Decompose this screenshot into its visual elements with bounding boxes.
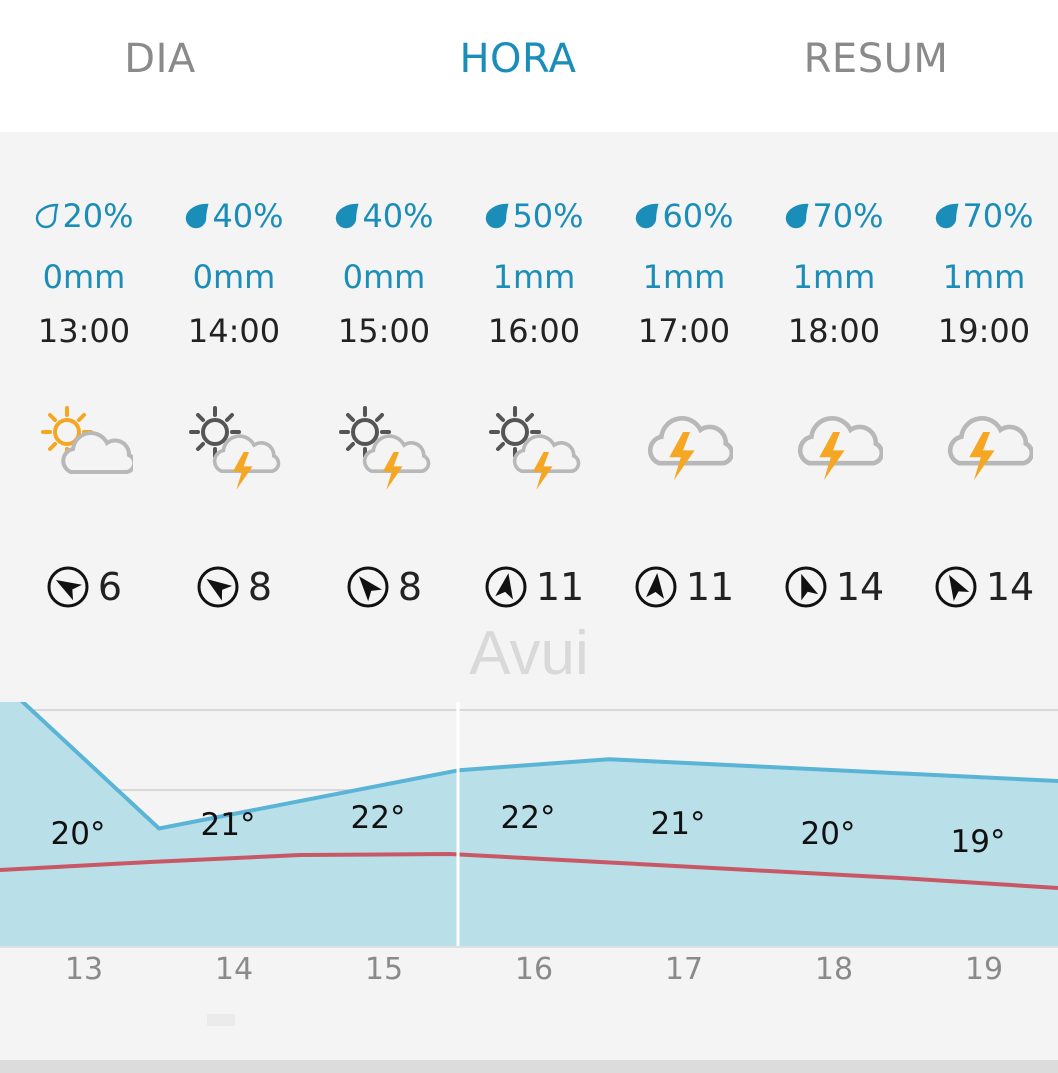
raindrop-icon [336, 203, 359, 229]
rain-probability: 70% [759, 194, 909, 238]
wind-speed: 8 [247, 565, 273, 609]
wind-speed: 11 [535, 565, 585, 609]
wind-direction-icon [935, 566, 977, 608]
hour-label: 18:00 [787, 312, 881, 350]
x-tick-label: 15 [364, 952, 404, 987]
rain-probability: 20% [9, 194, 159, 238]
tab-dia[interactable]: DIA [124, 36, 196, 82]
temperature-label: 19° [951, 824, 1006, 860]
temperature-line [19, 702, 1058, 831]
raindrop-icon [186, 203, 209, 229]
rain-probability: 70% [909, 194, 1058, 238]
wind-direction-icon [197, 566, 239, 608]
rain-probability-value: 60% [662, 197, 734, 235]
rain-amount: 1mm [942, 258, 1026, 296]
wind: 11 [459, 562, 609, 612]
rain-probability-value: 70% [812, 197, 884, 235]
tab-resum[interactable]: RESUM [803, 36, 949, 82]
hour-label: 15:00 [337, 312, 431, 350]
cloud-thunder-icon [947, 416, 1033, 481]
temperature-label: 20° [801, 816, 856, 852]
hour-label: 17:00 [637, 312, 731, 350]
wind-speed: 8 [397, 565, 423, 609]
rain-probability-value: 50% [512, 197, 584, 235]
rain-probability: 60% [609, 194, 759, 238]
rain-amount: 1mm [642, 258, 726, 296]
wind-direction-icon [347, 566, 389, 608]
wind-speed: 14 [835, 565, 885, 609]
scroll-indicator [207, 1014, 235, 1026]
rain-amount: 0mm [42, 258, 126, 296]
wind: 8 [159, 562, 309, 612]
wind: 14 [759, 562, 909, 612]
cloud-thunder-icon [797, 416, 883, 481]
wind: 6 [9, 562, 159, 612]
temperature-label: 20° [51, 816, 106, 852]
tab-bar: DIA HORA RESUM [0, 0, 1058, 132]
x-tick-label: 13 [64, 952, 104, 987]
tab-hora[interactable]: HORA [459, 36, 577, 82]
x-tick-label: 17 [664, 952, 704, 987]
temperature-chart: 20° 21° 22° 22° 21° 20° 19° [0, 702, 1058, 948]
rain-probability: 40% [309, 194, 459, 238]
raindrop-icon [636, 203, 659, 229]
cloud-thunder-icon [647, 416, 733, 481]
wind-direction-icon [47, 566, 89, 608]
temperature-label: 22° [501, 800, 556, 836]
rain-amount: 0mm [342, 258, 426, 296]
bottom-edge [0, 1060, 1058, 1073]
temperature-label: 22° [351, 800, 406, 836]
wind-direction-icon [635, 566, 677, 608]
wind: 14 [909, 562, 1058, 612]
wind-speed: 11 [685, 565, 735, 609]
raindrop-icon [36, 203, 59, 229]
hour-label: 14:00 [187, 312, 281, 350]
rain-amount: 1mm [492, 258, 576, 296]
wind-speed: 6 [97, 565, 123, 609]
feels-like-line [0, 851, 1058, 890]
rain-amount: 0mm [192, 258, 276, 296]
wind: 11 [609, 562, 759, 612]
hour-label: 16:00 [487, 312, 581, 350]
sun-cloud-thunder-icon [489, 406, 581, 490]
wind-direction-icon [785, 566, 827, 608]
x-tick-label: 14 [214, 952, 254, 987]
x-tick-label: 16 [514, 952, 554, 987]
rain-probability-value: 40% [362, 197, 434, 235]
wind-direction-icon [485, 566, 527, 608]
rain-amount: 1mm [792, 258, 876, 296]
hour-label: 19:00 [937, 312, 1031, 350]
now-label: Avui [469, 619, 589, 688]
wind: 8 [309, 562, 459, 612]
raindrop-icon [786, 203, 809, 229]
rain-probability-value: 70% [962, 197, 1034, 235]
x-tick-label: 18 [814, 952, 854, 987]
rain-probability: 50% [459, 194, 609, 238]
temperature-area [0, 702, 1058, 947]
temperature-label: 21° [201, 807, 256, 843]
sun-cloud-thunder-icon [339, 406, 431, 490]
rain-probability: 40% [159, 194, 309, 238]
rain-probability-value: 40% [212, 197, 284, 235]
sun-cloud-icon [41, 406, 133, 474]
wind-speed: 14 [985, 565, 1035, 609]
x-tick-label: 19 [964, 952, 1004, 987]
hour-label: 13:00 [37, 312, 131, 350]
rain-probability-value: 20% [62, 197, 134, 235]
raindrop-icon [486, 203, 509, 229]
raindrop-icon [936, 203, 959, 229]
sun-cloud-thunder-icon [189, 406, 281, 490]
temperature-label: 21° [651, 806, 706, 842]
hourly-forecast-panel[interactable]: 20% 0mm 13:00 6 40% 0mm 14:00 8 40% 0mm 15:00 8 50% 1… [0, 132, 1058, 1060]
